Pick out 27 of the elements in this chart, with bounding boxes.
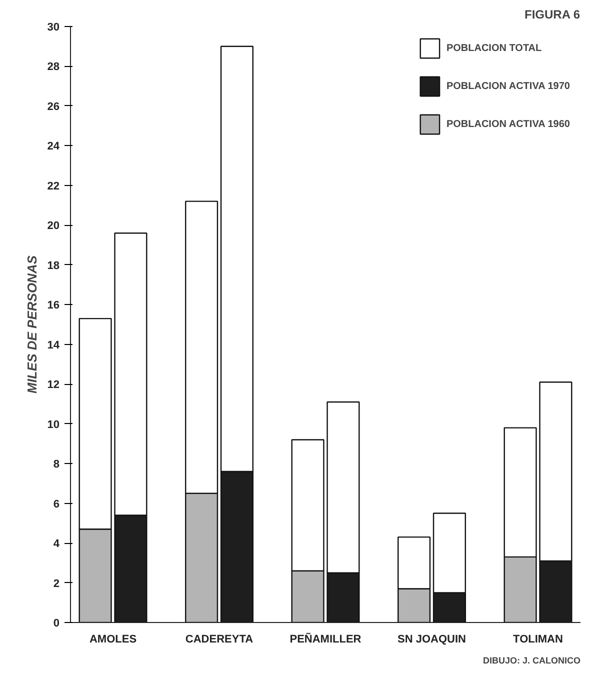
y-tick-label: 0	[53, 618, 60, 630]
y-tick-label: 12	[47, 379, 60, 392]
y-tick-label: 24	[47, 140, 60, 153]
legend-label: POBLACION ACTIVA 1970	[446, 80, 570, 92]
legend-label: POBLACION ACTIVA 1960	[446, 118, 570, 130]
y-axis-title: MILES DE PERSONAS	[24, 255, 40, 394]
x-tick-label: PEÑAMILLER	[290, 632, 362, 646]
x-tick-label: CADEREYTA	[185, 634, 254, 646]
text: FIGURA 6	[524, 8, 580, 22]
y-tick-label: 18	[47, 260, 60, 272]
x-tick-label: SN JOAQUIN	[398, 634, 466, 646]
y-tick-label: 26	[47, 100, 60, 113]
y-tick-label: 2	[53, 578, 60, 590]
y-tick-label: 14	[47, 339, 60, 352]
text: DIBUJO: J. CALONICO	[482, 656, 581, 666]
y-tick-label: 10	[47, 418, 60, 431]
y-tick-label: 28	[47, 61, 60, 74]
y-tick-label: 8	[53, 458, 60, 471]
y-tick-label: 22	[47, 180, 60, 192]
x-tick-label: AMOLES	[89, 634, 137, 646]
y-tick-label: 20	[47, 220, 60, 232]
y-tick-label: 4	[53, 538, 60, 550]
legend-label: POBLACION TOTAL	[446, 42, 542, 54]
y-tick-label: 30	[47, 22, 60, 34]
x-tick-label: TOLIMAN	[513, 634, 564, 646]
y-tick-label: 6	[53, 498, 60, 510]
y-tick-label: 16	[47, 300, 60, 312]
